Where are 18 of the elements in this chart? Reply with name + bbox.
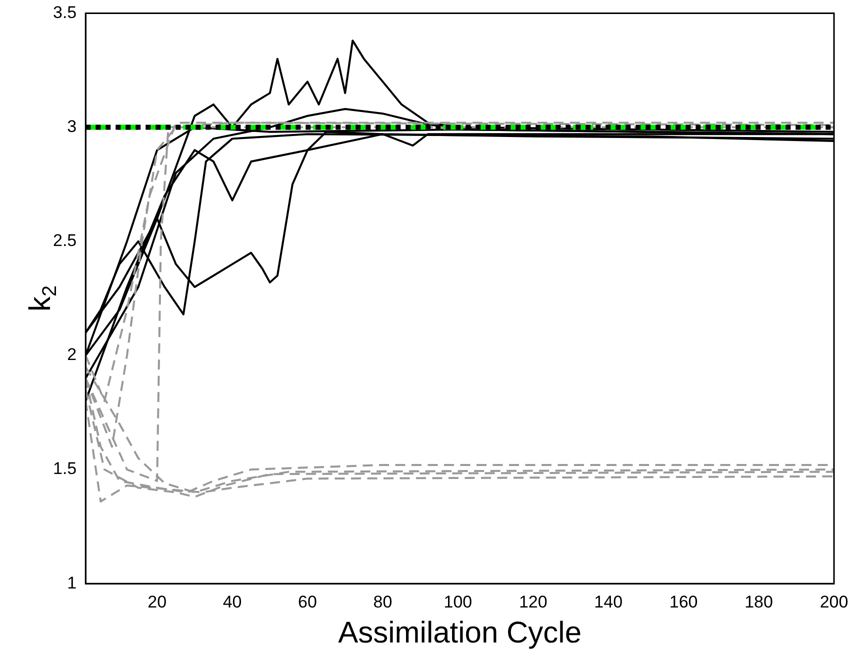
y-tick-label: 3 [67, 116, 77, 136]
x-tick-label: 20 [148, 592, 167, 612]
y-tick-label: 2.5 [52, 231, 77, 250]
x-tick-label: 140 [594, 592, 623, 612]
y-tick-label: 3.5 [52, 2, 77, 22]
x-tick-label: 160 [669, 592, 698, 612]
y-tick-label: 2 [67, 345, 77, 364]
y-tick-label: 1.5 [52, 459, 77, 478]
x-tick-label: 40 [222, 592, 242, 612]
x-tick-label: 100 [444, 592, 472, 612]
x-axis-title: Assimilation Cycle [338, 616, 582, 650]
x-tick-label: 200 [820, 592, 848, 612]
y-tick-label: 1 [67, 573, 77, 592]
x-tick-label: 80 [373, 592, 392, 612]
x-tick-label: 120 [518, 592, 548, 612]
y-axis-title: k2 [24, 285, 61, 312]
x-tick-label: 180 [744, 592, 773, 612]
x-tick-label: 60 [298, 592, 317, 612]
